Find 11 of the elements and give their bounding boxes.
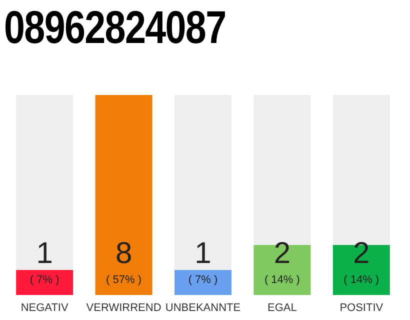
x-tick-label: UNBEKANNTE: [165, 302, 241, 314]
x-tick-label: VERWIRREND: [86, 302, 162, 314]
chart-title: 08962824087: [4, 0, 226, 54]
x-tick-label: NEGATIV: [20, 302, 69, 314]
data-label: 1 ( 7% ): [188, 237, 218, 286]
data-label: 2 ( 14% ): [344, 237, 380, 286]
data-label: 1 ( 7% ): [30, 237, 60, 286]
data-label: 2 ( 14% ): [264, 237, 300, 286]
x-tick-label: POSITIV: [340, 302, 384, 314]
x-tick-label: EGAL: [268, 302, 297, 314]
data-label: 8 ( 57% ): [106, 237, 142, 286]
